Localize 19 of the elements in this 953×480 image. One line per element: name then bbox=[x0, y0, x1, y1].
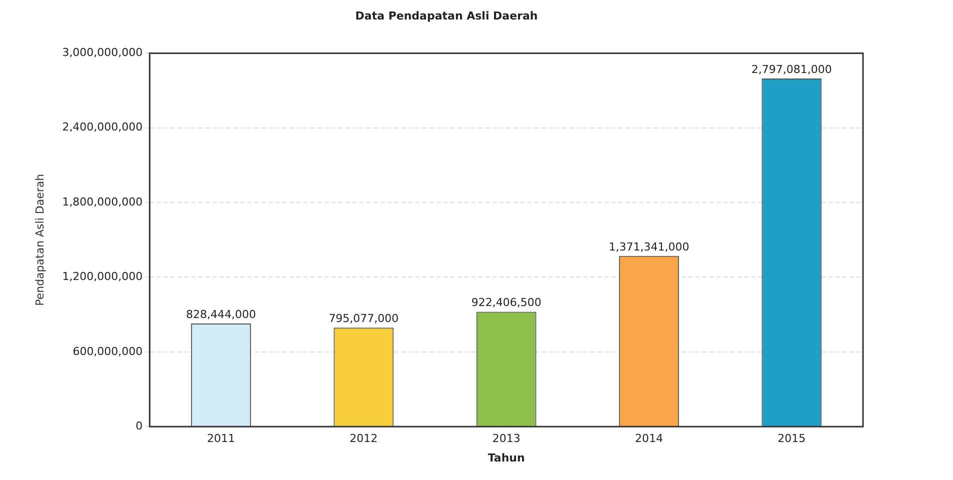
data-label: 795,077,000 bbox=[328, 312, 399, 325]
data-label: 828,444,000 bbox=[186, 308, 256, 321]
data-label: 1,371,341,000 bbox=[608, 240, 690, 254]
x-tick-label: 2013 bbox=[492, 432, 520, 446]
chart-title: Data Pendapatan Asli Daerah bbox=[355, 9, 538, 22]
x-tick-label: 2012 bbox=[350, 432, 378, 446]
x-tick-label: 2014 bbox=[635, 432, 664, 446]
y-tick-label: 0 bbox=[136, 419, 143, 432]
y-tick-label: 1,200,000,000 bbox=[62, 270, 143, 284]
y-tick-label: 2,400,000,000 bbox=[62, 120, 143, 134]
y-tick-label: 3,000,000,000 bbox=[62, 46, 143, 60]
x-tick-label: 2015 bbox=[778, 432, 806, 446]
x-tick-label: 2011 bbox=[207, 432, 236, 446]
y-tick-label: 1,800,000,000 bbox=[62, 195, 143, 208]
x-axis-title: Tahun bbox=[488, 451, 525, 464]
data-label: 2,797,081,000 bbox=[751, 62, 832, 76]
data-label: 922,406,500 bbox=[471, 296, 542, 310]
y-tick-label: 600,000,000 bbox=[72, 344, 143, 358]
y-axis-title: Pendapatan Asli Daerah bbox=[33, 174, 46, 306]
